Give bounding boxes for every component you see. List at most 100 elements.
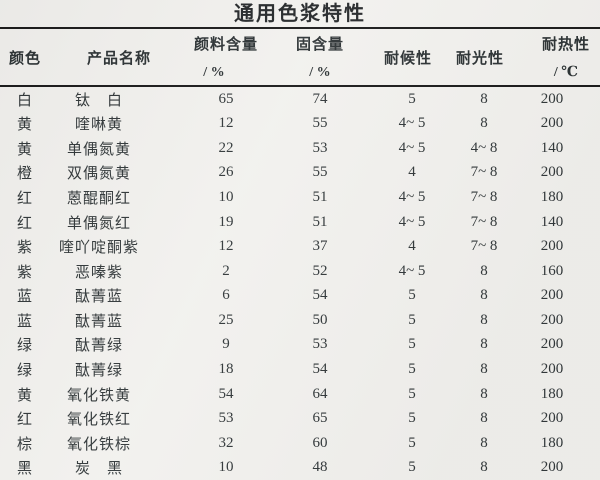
table-cell: 单偶氮红 [66,215,131,232]
page-title: 通用色浆特性 [234,3,366,25]
table-cell: 19 [218,213,234,230]
table-cell: 酞菁蓝 [74,313,123,330]
table-cell: 7~ 8 [470,238,498,255]
table-cell: 9 [222,336,230,353]
table-cell: 37 [312,238,328,255]
table-cell: 5 [408,385,416,402]
table-cell: 4~ 5 [398,115,426,132]
table-cell: 黄 [16,117,33,134]
table-cell: 200 [540,410,564,427]
table-cell: 绿 [16,338,33,355]
table-cell: 180 [540,434,564,451]
table-cell: 8 [480,410,488,427]
table-row: 黄 单偶氮黄 22 53 4~ 5 4~ 8 140 [0,136,600,161]
table-cell: 5 [408,360,416,377]
table-cell: 26 [218,164,234,181]
table-cell: 200 [540,164,564,181]
table-cell: 5 [408,287,416,304]
table-cell: 喹啉黄 [74,117,123,134]
table-cell: 180 [540,189,564,206]
table-cell: 200 [540,115,564,132]
table-cell: 喹吖啶酮紫 [58,240,139,257]
table-cell: 8 [480,360,488,377]
table-cell: 53 [218,410,234,427]
column-header-product-name: 产品名称 [54,30,184,85]
column-header-color: 颜色 [0,30,50,85]
table-cell: 10 [218,189,234,206]
table-cell: 50 [312,311,328,328]
column-header-pigment-content: 颜料含量 / % [180,30,272,85]
table-cell: 4~ 5 [398,139,426,156]
table-cell: 4 [408,238,416,255]
table-cell: 12 [218,238,234,255]
table-cell: 160 [540,262,564,279]
column-header-light-resistance: 耐光性 [448,30,512,85]
table-cell: 4~ 8 [470,139,498,156]
table-cell: 74 [312,90,328,107]
table-cell: 10 [218,459,234,476]
table-cell: 25 [218,311,234,328]
table-cell: 8 [480,459,488,476]
table-cell: 红 [16,191,33,208]
table-cell: 8 [480,262,488,279]
table-cell: 黑 [16,461,33,478]
table-row: 白 钛 白 65 74 5 8 200 [0,87,600,112]
table-cell: 200 [540,459,564,476]
table-cell: 200 [540,360,564,377]
table-row: 紫 恶嗪紫 2 52 4~ 5 8 160 [0,259,600,284]
table-cell: 200 [540,311,564,328]
table-cell: 棕 [16,436,33,453]
table-cell: 氧化铁红 [66,412,131,429]
table-cell: 8 [480,115,488,132]
table-cell: 5 [408,311,416,328]
table-cell: 18 [218,360,234,377]
table-cell: 7~ 8 [470,164,498,181]
table-cell: 双偶氮黄 [66,166,131,183]
table-cell: 8 [480,434,488,451]
table-cell: 5 [408,434,416,451]
table-cell: 140 [540,139,564,156]
table-row: 棕 氧化铁棕 32 60 5 8 180 [0,431,600,456]
table-cell: 53 [312,139,328,156]
table-cell: 6 [222,287,230,304]
table-cell: 2 [222,262,230,279]
title-underline-rule [0,27,600,29]
column-header-solid-content: 固含量 / % [272,30,368,85]
table-cell: 蓝 [16,313,33,330]
table-cell: 8 [480,287,488,304]
header-bottom-rule [0,85,600,87]
column-header-label: 耐候性 [383,51,432,67]
table-cell: 橙 [16,166,33,183]
table-cell: 钛 白 [74,92,123,109]
table-row: 绿 酞菁绿 18 54 5 8 200 [0,357,600,382]
column-header-label: 耐热性 [541,37,590,53]
table-cell: 紫 [16,240,33,257]
table-cell: 黄 [16,141,33,158]
table-row: 绿 酞菁绿 9 53 5 8 200 [0,333,600,358]
table-header-row: 颜色 产品名称 颜料含量 / % 固含量 / % 耐候性 耐光性 耐热性 / ℃ [0,30,600,85]
table-cell: 蒽醌酮红 [66,191,131,208]
table-cell: 5 [408,336,416,353]
table-cell: 4~ 5 [398,189,426,206]
table-row: 橙 双偶氮黄 26 55 4 7~ 8 200 [0,161,600,186]
table-cell: 200 [540,90,564,107]
table-cell: 65 [218,90,234,107]
table-row: 黄 喹啉黄 12 55 4~ 5 8 200 [0,112,600,137]
table-cell: 54 [218,385,234,402]
table-cell: 64 [312,385,328,402]
table-cell: 8 [480,311,488,328]
table-cell: 8 [480,336,488,353]
table-cell: 炭 黑 [74,461,123,478]
table-cell: 4~ 5 [398,262,426,279]
table-cell: 8 [480,385,488,402]
table-cell: 绿 [16,362,33,379]
table-cell: 55 [312,164,328,181]
table-cell: 180 [540,385,564,402]
table-body: 白钛 白 65 74 5 8 200 黄喹啉黄 12 55 4~ 5 8 200 黄单偶氮黄 22 53 4~… [0,87,600,480]
table-cell: 5 [408,410,416,427]
table-row: 红 氧化铁红 53 65 5 8 200 [0,406,600,431]
table-cell: 4~ 5 [398,213,426,230]
column-header-unit: / % [309,65,331,80]
table-cell: 60 [312,434,328,451]
table-cell: 单偶氮黄 [66,141,131,158]
